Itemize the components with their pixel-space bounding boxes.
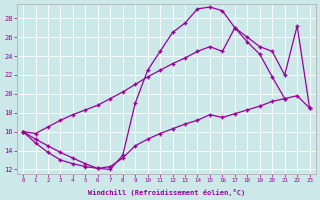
X-axis label: Windchill (Refroidissement éolien,°C): Windchill (Refroidissement éolien,°C) [88,189,245,196]
